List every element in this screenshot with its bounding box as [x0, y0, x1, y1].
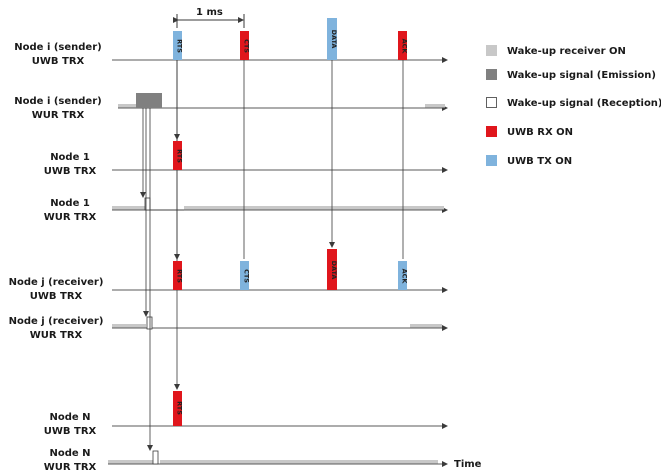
- row-label-node1-wur-line1: Node 1: [50, 198, 90, 209]
- rts-rx-packet: [173, 141, 182, 170]
- wakeup-emission-block: [136, 93, 162, 108]
- wur-on-bar: [112, 206, 146, 210]
- row-label-noden-uwb-line2: UWB TRX: [44, 426, 97, 437]
- cts-tx-packet: [240, 261, 249, 290]
- row-label-receiver-wur-line2: WUR TRX: [30, 330, 83, 341]
- scale-label: 1 ms: [196, 7, 223, 18]
- row-label-receiver-wur-line1: Node j (receiver): [9, 316, 104, 327]
- legend: Wake-up receiver ON Wake-up signal (Emis…: [486, 45, 661, 167]
- rts-tx-packet: [173, 31, 182, 60]
- row-label-node1-uwb-line1: Node 1: [50, 152, 90, 163]
- wur-on-bars: [108, 104, 445, 464]
- data-label: DATA: [330, 30, 338, 49]
- legend-label-uwb-rx: UWB RX ON: [507, 127, 573, 138]
- wur-on-bar: [184, 206, 444, 210]
- legend-swatch-uwb-rx: [486, 126, 497, 137]
- data-tx-packet: [327, 18, 337, 60]
- wakeup-reception-block: [146, 316, 153, 330]
- ack-rx-packet: [398, 31, 407, 60]
- row-label-sender-wur-line1: Node i (sender): [14, 96, 101, 107]
- row-label-sender-wur-line2: WUR TRX: [32, 110, 85, 121]
- ack-label: ACK: [401, 39, 409, 55]
- legend-swatch-wakeup-emission: [486, 69, 497, 80]
- legend-label-wakeup-reception: Wake-up signal (Reception): [507, 98, 661, 109]
- legend-swatch-wakeup-reception: [486, 97, 497, 108]
- wur-on-bar: [410, 324, 442, 328]
- wur-on-bar: [112, 324, 146, 328]
- row-label-noden-wur-line1: Node N: [49, 448, 90, 459]
- data-label: DATA: [330, 261, 338, 280]
- row-label-receiver-uwb-line2: UWB TRX: [30, 291, 83, 302]
- time-scale: 1 ms: [173, 7, 245, 28]
- row-label-node1-wur-line2: WUR TRX: [44, 212, 97, 223]
- ack-label: ACK: [401, 269, 409, 285]
- wakeup-arrows: [140, 108, 184, 451]
- legend-label-wakeup-emission: Wake-up signal (Emission): [507, 70, 656, 81]
- wur-on-bar: [108, 460, 154, 464]
- wur-on-bar: [425, 104, 445, 108]
- packet-arrows: [174, 35, 406, 390]
- wur-on-bar: [160, 460, 438, 464]
- row-labels: Node i (sender) UWB TRX Node i (sender) …: [9, 42, 104, 473]
- row-label-sender-uwb-line1: Node i (sender): [14, 42, 101, 53]
- rts-rx-packet: [173, 261, 182, 290]
- legend-label-wur-on: Wake-up receiver ON: [507, 46, 626, 57]
- legend-label-uwb-tx: UWB TX ON: [507, 156, 572, 167]
- legend-swatch-uwb-tx: [486, 155, 497, 166]
- rts-label: RTS: [176, 149, 184, 163]
- timelines: [108, 57, 448, 467]
- wakeup-reception-block: [152, 450, 159, 465]
- legend-swatch-wur-on: [486, 45, 497, 56]
- row-label-noden-wur-line2: WUR TRX: [44, 462, 97, 473]
- rts-label: RTS: [176, 269, 184, 283]
- cts-label: CTS: [243, 269, 251, 283]
- rts-label: RTS: [176, 401, 184, 415]
- cts-label: CTS: [243, 39, 251, 53]
- rts-rx-packet: [173, 391, 182, 426]
- time-axis-label: Time: [454, 459, 482, 470]
- row-label-sender-uwb-line2: UWB TRX: [32, 56, 85, 67]
- row-label-noden-uwb-line1: Node N: [49, 412, 90, 423]
- rts-label: RTS: [176, 39, 184, 53]
- wakeup-reception-blocks: [144, 197, 159, 465]
- row-label-node1-uwb-line2: UWB TRX: [44, 166, 97, 177]
- row-label-receiver-uwb-line1: Node j (receiver): [9, 277, 104, 288]
- cts-rx-packet: [240, 31, 249, 60]
- wur-on-bar: [118, 104, 136, 108]
- data-rx-packet: [327, 249, 337, 290]
- packets: RTS CTS DATA ACK RTS RTS CTS DATA ACK RT…: [173, 18, 409, 426]
- ack-tx-packet: [398, 261, 407, 290]
